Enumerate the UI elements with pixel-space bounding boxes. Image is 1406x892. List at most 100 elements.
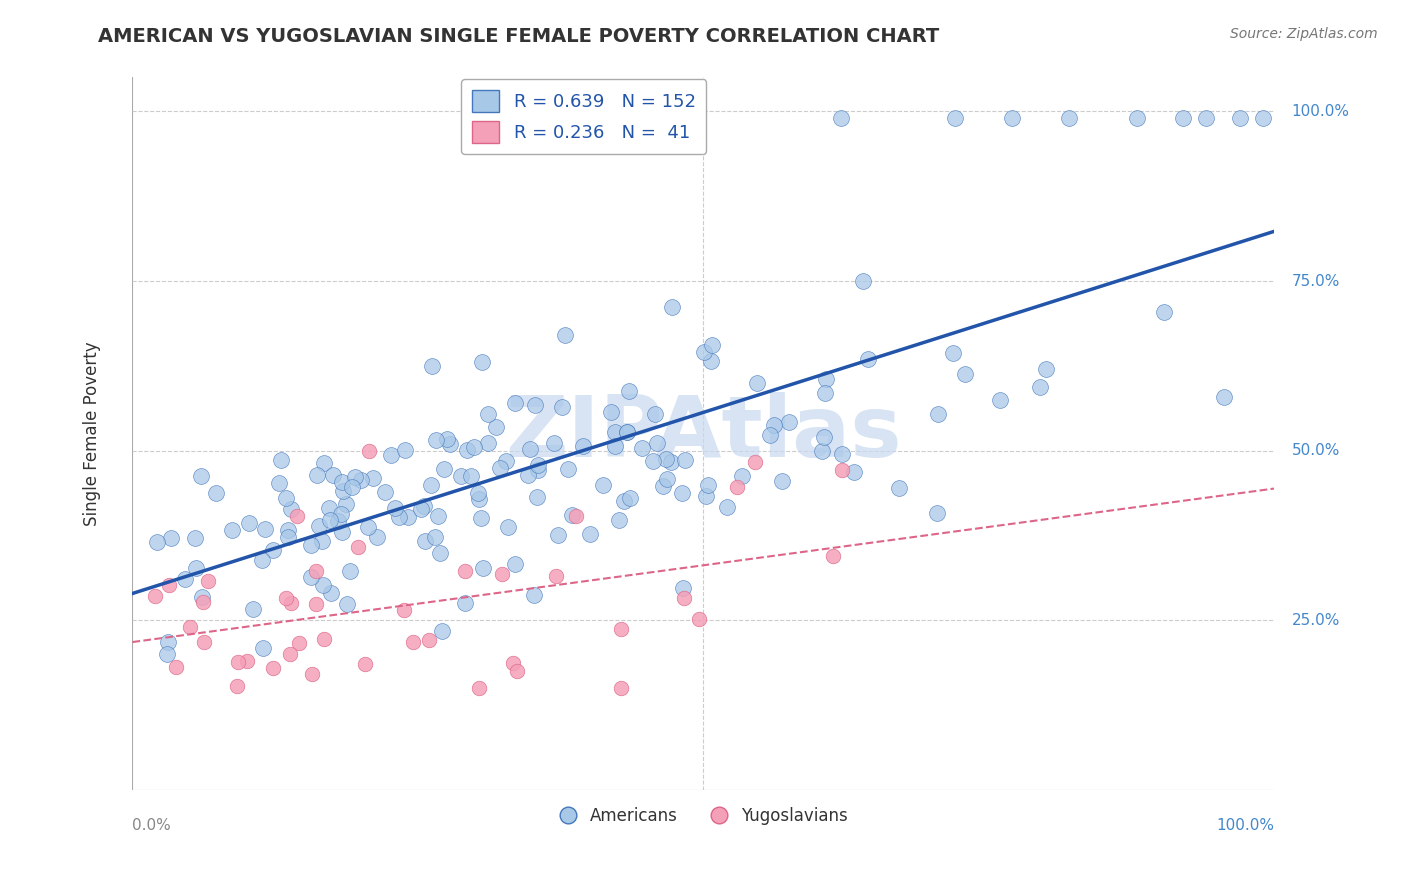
Text: 25.0%: 25.0% (1292, 613, 1340, 628)
Americans (925, 506, 948, 520)
Americans (488, 461, 510, 475)
Americans (350, 473, 373, 487)
Americans (425, 433, 447, 447)
Americans (697, 477, 720, 491)
Americans (527, 458, 550, 473)
Yugoslavians (831, 463, 853, 477)
Americans (432, 624, 454, 638)
Yugoslavians (347, 540, 370, 554)
Americans (340, 480, 363, 494)
Americans (527, 463, 550, 477)
Americans (503, 396, 526, 410)
Americans (693, 345, 716, 359)
Americans (160, 531, 183, 545)
Americans (269, 476, 291, 491)
Yugoslavians (610, 681, 633, 695)
Americans (307, 467, 329, 482)
Yugoslavians (165, 660, 187, 674)
Americans (600, 405, 623, 419)
Americans (645, 436, 668, 450)
Yugoslavians (278, 647, 301, 661)
Americans (146, 535, 169, 549)
Yugoslavians (359, 443, 381, 458)
Americans (238, 516, 260, 530)
Americans (523, 398, 546, 412)
Americans (1229, 111, 1251, 125)
Americans (380, 448, 402, 462)
Americans (609, 513, 631, 527)
Americans (592, 478, 614, 492)
Yugoslavians (506, 664, 529, 678)
Americans (942, 345, 965, 359)
Americans (495, 454, 517, 468)
Americans (322, 468, 344, 483)
Yugoslavians (314, 632, 336, 646)
Americans (831, 447, 853, 461)
Americans (830, 111, 852, 125)
Americans (335, 497, 357, 511)
Text: Single Female Poverty: Single Female Poverty (83, 342, 101, 526)
Americans (252, 641, 274, 656)
Americans (814, 372, 837, 386)
Americans (519, 442, 541, 457)
Americans (1057, 111, 1080, 125)
Americans (643, 454, 665, 468)
Americans (311, 578, 333, 592)
Americans (328, 514, 350, 528)
Yugoslavians (823, 549, 845, 564)
Americans (384, 501, 406, 516)
Americans (579, 527, 602, 541)
Americans (411, 501, 433, 516)
Yugoslavians (392, 603, 415, 617)
Yugoslavians (610, 622, 633, 636)
Americans (299, 569, 322, 583)
Yugoslavians (502, 657, 524, 671)
Americans (1212, 390, 1234, 404)
Americans (603, 425, 626, 439)
Americans (190, 469, 212, 483)
Americans (814, 386, 837, 401)
Americans (603, 439, 626, 453)
Americans (204, 485, 226, 500)
Yugoslavians (193, 595, 215, 609)
Americans (439, 437, 461, 451)
Americans (659, 455, 682, 469)
Americans (852, 274, 875, 288)
Americans (1251, 111, 1274, 125)
Americans (762, 418, 785, 433)
Americans (842, 465, 865, 479)
Americans (270, 452, 292, 467)
Americans (156, 647, 179, 661)
Americans (477, 436, 499, 450)
Americans (953, 368, 976, 382)
Americans (319, 513, 342, 527)
Americans (280, 502, 302, 516)
Americans (420, 478, 443, 492)
Americans (312, 456, 335, 470)
Americans (318, 500, 340, 515)
Text: 50.0%: 50.0% (1292, 443, 1340, 458)
Americans (388, 509, 411, 524)
Americans (242, 602, 264, 616)
Americans (277, 524, 299, 538)
Yugoslavians (193, 635, 215, 649)
Americans (655, 451, 678, 466)
Americans (672, 581, 695, 595)
Americans (250, 552, 273, 566)
Americans (330, 507, 353, 521)
Americans (450, 469, 472, 483)
Americans (471, 355, 494, 369)
Americans (413, 499, 436, 513)
Americans (277, 530, 299, 544)
Americans (332, 483, 354, 498)
Americans (616, 425, 638, 440)
Americans (398, 510, 420, 524)
Americans (436, 432, 458, 446)
Americans (747, 376, 769, 391)
Yugoslavians (564, 508, 586, 523)
Yugoslavians (454, 565, 477, 579)
Americans (616, 425, 638, 439)
Americans (460, 469, 482, 483)
Americans (429, 546, 451, 560)
Americans (811, 444, 834, 458)
